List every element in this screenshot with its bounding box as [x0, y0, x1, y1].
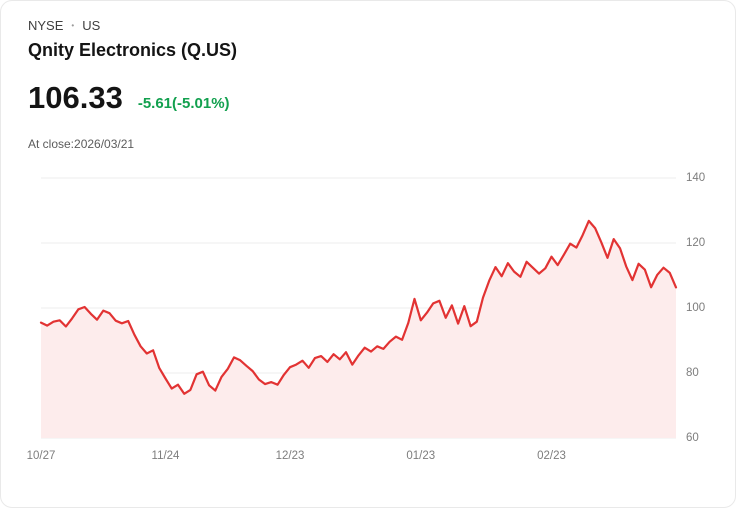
exchange-row: NYSE • US: [28, 18, 100, 33]
y-axis-tick: 140: [686, 172, 706, 184]
price-chart[interactable]: 60 80 100 120 140 10/27 11/24 12/23 01/23 02/23: [27, 172, 706, 462]
region-label: US: [82, 18, 101, 33]
x-axis-tick: 02/23: [537, 450, 566, 462]
close-note: At close:2026/03/21: [28, 137, 135, 151]
x-axis-tick: 12/23: [275, 450, 305, 462]
x-axis-tick: 01/23: [406, 450, 436, 462]
price-change: -5.61(-5.01%): [137, 95, 230, 112]
stock-name: Qnity Electronics (Q.US): [28, 40, 238, 60]
price-line: [39, 219, 678, 395]
y-axis-tick: 80: [686, 367, 699, 379]
x-axis-tick: 11/24: [151, 450, 180, 462]
y-axis-tick: 100: [686, 302, 706, 314]
separator-dot-icon: •: [71, 20, 75, 30]
y-axis-tick: 120: [686, 237, 706, 249]
price-row: 106.33 -5.61(-5.01%): [28, 80, 230, 116]
price-chart-canvas[interactable]: [39, 177, 678, 439]
exchange-label: NYSE: [28, 18, 64, 33]
stock-price: 106.33: [28, 80, 123, 115]
price-area-fill: [41, 220, 676, 438]
y-axis-tick: 60: [686, 432, 699, 444]
x-axis-tick: 10/27: [26, 450, 56, 462]
